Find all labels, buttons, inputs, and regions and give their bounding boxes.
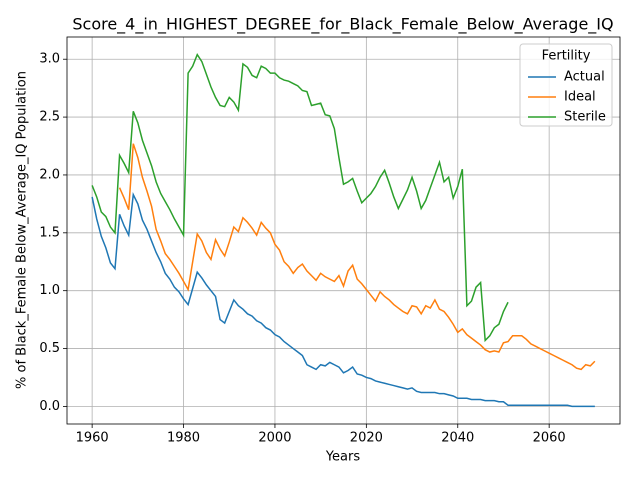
series-line: [118, 143, 596, 371]
legend-title: Fertility: [542, 49, 591, 64]
x-tick-label: 2060: [533, 431, 566, 446]
legend-label: Ideal: [564, 90, 596, 105]
legend-label: Sterile: [564, 110, 606, 125]
y-tick-label: 2.0: [39, 167, 60, 182]
legend-box: [519, 43, 613, 127]
y-tick-label: 0.0: [39, 399, 60, 414]
series-line: [91, 191, 595, 408]
y-tick-label: 1.0: [39, 283, 60, 298]
y-tick-label: 0.5: [39, 341, 60, 356]
x-tick-label: 1960: [76, 431, 109, 446]
y-tick-label: 2.5: [39, 110, 60, 125]
axes-frame: [66, 36, 621, 425]
chart-title: Score_4_in_HIGHEST_DEGREE_for_Black_Fema…: [72, 15, 613, 35]
series-line: [91, 52, 509, 343]
y-tick-label: 1.5: [39, 225, 60, 240]
x-tick-label: 1980: [167, 431, 200, 446]
x-tick-label: 2000: [258, 431, 291, 446]
y-tick-label: 3.0: [39, 52, 60, 67]
x-tick-label: 2040: [441, 431, 474, 446]
y-axis-label: % of Black_Female Below_Average_IQ Popul…: [15, 71, 30, 389]
x-axis-label: Years: [325, 450, 361, 465]
x-tick-label: 2020: [350, 431, 383, 446]
legend-label: Actual: [564, 70, 605, 85]
